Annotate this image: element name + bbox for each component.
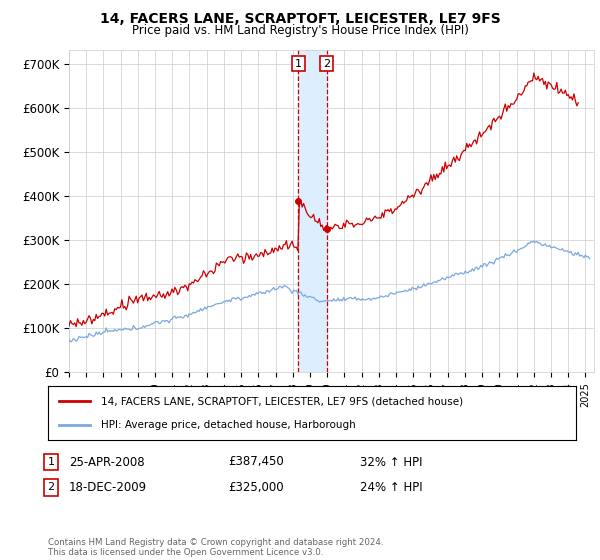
Text: Contains HM Land Registry data © Crown copyright and database right 2024.
This d: Contains HM Land Registry data © Crown c… <box>48 538 383 557</box>
Text: 32% ↑ HPI: 32% ↑ HPI <box>360 455 422 469</box>
Text: 2: 2 <box>47 482 55 492</box>
Text: 1: 1 <box>47 457 55 467</box>
Bar <box>298 50 326 372</box>
Text: 1: 1 <box>295 59 302 69</box>
Text: Price paid vs. HM Land Registry's House Price Index (HPI): Price paid vs. HM Land Registry's House … <box>131 24 469 37</box>
Text: £387,450: £387,450 <box>228 455 284 469</box>
Text: 25-APR-2008: 25-APR-2008 <box>69 455 145 469</box>
Text: 24% ↑ HPI: 24% ↑ HPI <box>360 480 422 494</box>
Text: 14, FACERS LANE, SCRAPTOFT, LEICESTER, LE7 9FS: 14, FACERS LANE, SCRAPTOFT, LEICESTER, L… <box>100 12 500 26</box>
Text: 18-DEC-2009: 18-DEC-2009 <box>69 480 147 494</box>
Text: HPI: Average price, detached house, Harborough: HPI: Average price, detached house, Harb… <box>101 419 356 430</box>
Text: £325,000: £325,000 <box>228 480 284 494</box>
Text: 2: 2 <box>323 59 330 69</box>
Text: 14, FACERS LANE, SCRAPTOFT, LEICESTER, LE7 9FS (detached house): 14, FACERS LANE, SCRAPTOFT, LEICESTER, L… <box>101 396 463 407</box>
